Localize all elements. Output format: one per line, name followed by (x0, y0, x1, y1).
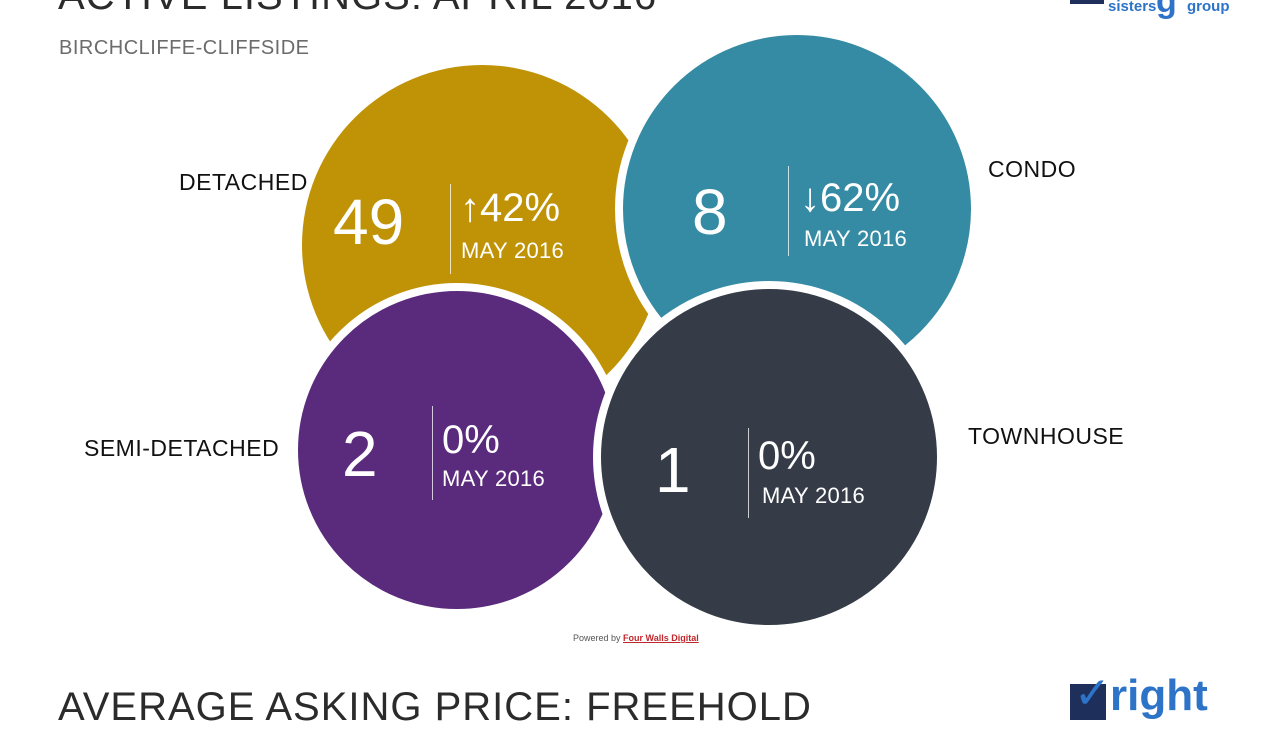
townhouse-label: TOWNHOUSE (968, 423, 1125, 449)
detached-change: ↑42% (460, 186, 561, 230)
detached-count: 49 (333, 186, 405, 258)
brand-letter: g (1156, 0, 1177, 20)
condo-count: 8 (692, 176, 728, 248)
semi-detached-divider (432, 406, 433, 500)
brand-word: right (1110, 671, 1208, 720)
semi-detached-change: 0% (442, 418, 500, 462)
detached-divider (450, 184, 451, 274)
powered-by-prefix: Powered by (573, 633, 621, 643)
detached-label: DETACHED (179, 169, 308, 195)
next-section-title: AVERAGE ASKING PRICE: FREEHOLD (58, 685, 812, 729)
brand-box (1070, 684, 1106, 720)
semi-detached-period: MAY 2016 (442, 466, 546, 491)
checkmark-icon: ✓ (1074, 669, 1111, 718)
semi-detached-count: 2 (342, 418, 378, 490)
condo-period: MAY 2016 (804, 226, 908, 251)
brand-bar (1070, 0, 1104, 4)
brand-text-right: group (1187, 0, 1230, 15)
townhouse-change: 0% (758, 434, 816, 478)
condo-label: CONDO (988, 156, 1077, 182)
powered-by-credit: Powered by Four Walls Digital (573, 633, 699, 643)
condo-divider (788, 166, 789, 256)
townhouse-period: MAY 2016 (762, 483, 866, 508)
townhouse-count: 1 (655, 434, 691, 506)
brand-logo-top: sisters g group (1070, 0, 1240, 20)
condo-change: ↓62% (800, 176, 901, 220)
four-walls-digital-link[interactable]: Four Walls Digital (623, 633, 699, 643)
townhouse-divider (748, 428, 749, 518)
brand-text-left: sisters (1108, 0, 1157, 15)
page-title: ACTIVE LISTINGS: APRIL 2016 (58, 0, 657, 19)
brand-logo-bottom: ✓ right (1070, 672, 1240, 720)
neighbourhood-subtitle: BIRCHCLIFFE-CLIFFSIDE (59, 37, 310, 59)
townhouse-bubble (593, 281, 945, 633)
semi-detached-label: SEMI-DETACHED (84, 435, 280, 461)
detached-period: MAY 2016 (461, 238, 565, 263)
